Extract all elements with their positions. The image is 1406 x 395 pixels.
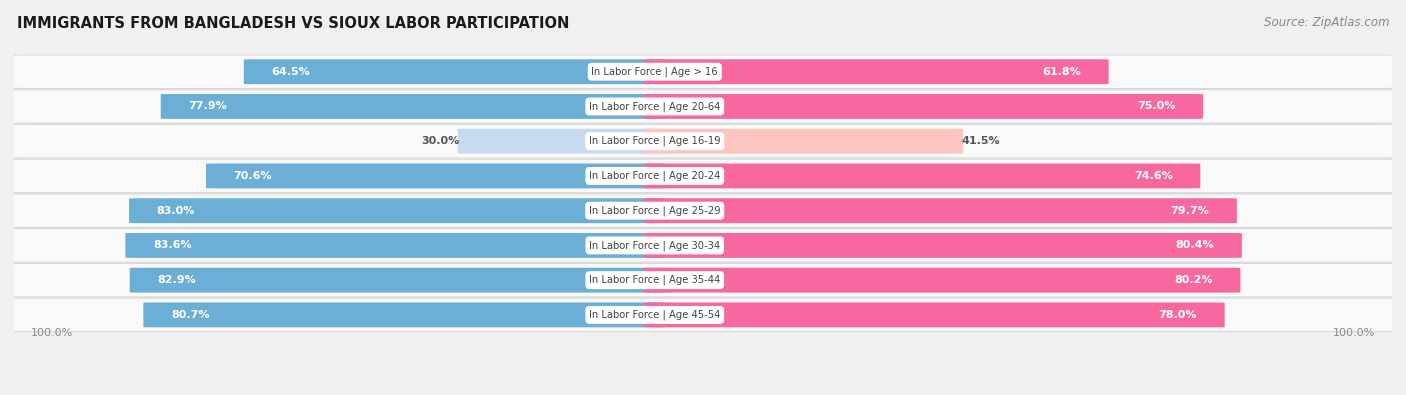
FancyBboxPatch shape [644,129,963,154]
Text: In Labor Force | Age 20-64: In Labor Force | Age 20-64 [589,101,720,112]
FancyBboxPatch shape [125,233,666,258]
FancyBboxPatch shape [458,129,666,154]
Text: In Labor Force | Age 45-54: In Labor Force | Age 45-54 [589,310,720,320]
FancyBboxPatch shape [644,303,1225,327]
FancyBboxPatch shape [644,94,1204,119]
Text: In Labor Force | Age 30-34: In Labor Force | Age 30-34 [589,240,720,251]
Text: 64.5%: 64.5% [271,67,311,77]
FancyBboxPatch shape [129,198,666,223]
Text: In Labor Force | Age 16-19: In Labor Force | Age 16-19 [589,136,721,147]
Text: Source: ZipAtlas.com: Source: ZipAtlas.com [1264,16,1389,29]
Text: 77.9%: 77.9% [188,102,226,111]
Text: 79.7%: 79.7% [1171,206,1209,216]
Text: 80.7%: 80.7% [172,310,209,320]
Text: 100.0%: 100.0% [31,328,73,338]
Text: 70.6%: 70.6% [233,171,273,181]
FancyBboxPatch shape [8,90,1398,123]
FancyBboxPatch shape [129,268,666,293]
FancyBboxPatch shape [8,298,1398,332]
Text: 78.0%: 78.0% [1159,310,1197,320]
FancyBboxPatch shape [8,229,1398,262]
Text: 75.0%: 75.0% [1137,102,1175,111]
Text: In Labor Force | Age > 16: In Labor Force | Age > 16 [592,66,718,77]
FancyBboxPatch shape [644,59,1108,84]
Text: In Labor Force | Age 20-24: In Labor Force | Age 20-24 [589,171,720,181]
Text: 100.0%: 100.0% [1333,328,1375,338]
Text: 83.6%: 83.6% [153,241,191,250]
FancyBboxPatch shape [207,164,666,188]
FancyBboxPatch shape [644,198,1237,223]
FancyBboxPatch shape [243,59,666,84]
Text: 83.0%: 83.0% [156,206,195,216]
FancyBboxPatch shape [143,303,666,327]
Text: In Labor Force | Age 25-29: In Labor Force | Age 25-29 [589,205,721,216]
FancyBboxPatch shape [160,94,666,119]
Text: 41.5%: 41.5% [962,136,1001,146]
FancyBboxPatch shape [8,194,1398,228]
Text: 82.9%: 82.9% [157,275,195,285]
Text: IMMIGRANTS FROM BANGLADESH VS SIOUX LABOR PARTICIPATION: IMMIGRANTS FROM BANGLADESH VS SIOUX LABO… [17,16,569,31]
FancyBboxPatch shape [8,263,1398,297]
FancyBboxPatch shape [644,268,1240,293]
Text: 80.4%: 80.4% [1175,241,1215,250]
FancyBboxPatch shape [8,124,1398,158]
FancyBboxPatch shape [8,159,1398,193]
FancyBboxPatch shape [644,233,1241,258]
Text: 30.0%: 30.0% [420,136,460,146]
FancyBboxPatch shape [644,164,1201,188]
Text: In Labor Force | Age 35-44: In Labor Force | Age 35-44 [589,275,720,286]
FancyBboxPatch shape [8,55,1398,88]
Text: 80.2%: 80.2% [1174,275,1213,285]
Text: 61.8%: 61.8% [1042,67,1081,77]
Text: 74.6%: 74.6% [1133,171,1173,181]
